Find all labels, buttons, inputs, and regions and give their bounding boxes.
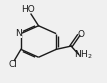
Text: HO: HO	[21, 5, 35, 14]
Text: O: O	[78, 30, 85, 39]
Text: Cl: Cl	[9, 60, 18, 69]
Text: NH$_2$: NH$_2$	[74, 49, 93, 61]
Text: N: N	[15, 29, 22, 38]
